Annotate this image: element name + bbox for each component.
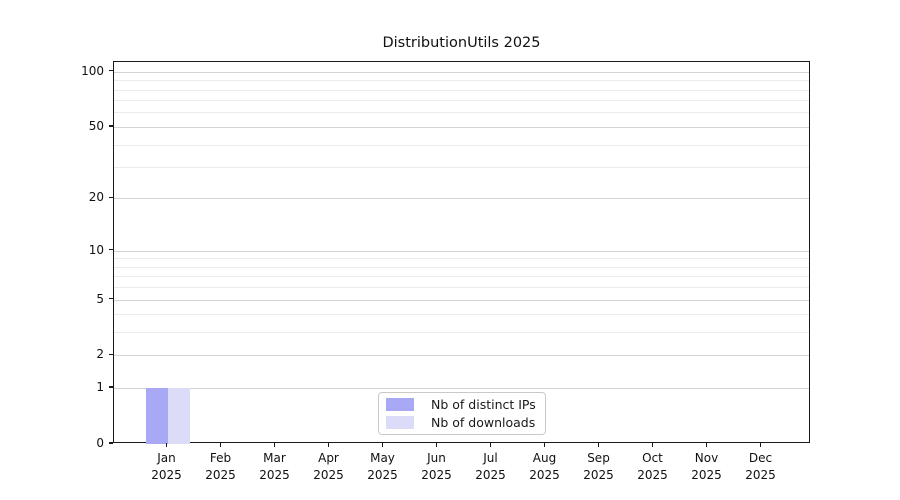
x-tick-year: 2025 (313, 467, 344, 482)
x-tick-month: May (370, 451, 395, 465)
legend-label-distinct-ips: Nb of distinct IPs (431, 397, 536, 413)
y-gridline-major (114, 388, 809, 390)
x-tick-month: Aug (532, 451, 557, 465)
x-tick-month: Sep (587, 451, 610, 465)
x-tick-label: Mar 2025 (247, 450, 303, 483)
x-tick-mark (165, 443, 168, 447)
y-tick-label: 2 (96, 347, 104, 362)
x-tick-year: 2025 (745, 467, 776, 482)
y-tick-label: 20 (88, 190, 104, 205)
y-tick-label: 5 (96, 291, 104, 306)
y-tick-mark (109, 248, 113, 251)
x-tick-label: May 2025 (355, 450, 411, 483)
y-tick-mark (109, 297, 113, 300)
x-tick-label: Sep 2025 (571, 450, 627, 483)
x-tick-year: 2025 (637, 467, 668, 482)
y-tick-label: 1 (96, 380, 104, 395)
y-gridline-minor (114, 144, 809, 146)
x-tick-month: Mar (263, 451, 286, 465)
x-tick-mark (597, 443, 600, 447)
y-gridline-minor (114, 276, 809, 278)
x-tick-label: Nov 2025 (679, 450, 735, 483)
x-tick-year: 2025 (529, 467, 560, 482)
x-tick-mark (219, 443, 222, 447)
x-tick-mark (489, 443, 492, 447)
y-gridline-minor (114, 332, 809, 334)
x-tick-label: Aug 2025 (517, 450, 573, 483)
y-tick-label: 100 (81, 63, 104, 78)
x-tick-month: Nov (694, 451, 719, 465)
y-gridline-major (114, 126, 809, 128)
y-gridline-major (114, 299, 809, 301)
x-tick-year: 2025 (475, 467, 506, 482)
y-gridline-minor (114, 112, 809, 114)
y-tick-label: 0 (96, 436, 104, 450)
y-tick-label: 10 (88, 242, 104, 257)
x-tick-month: Apr (318, 451, 339, 465)
legend-entry-distinct-ips: Nb of distinct IPs (386, 397, 537, 412)
x-tick-mark (543, 443, 546, 447)
bar-distinct-ips (145, 388, 168, 444)
x-tick-mark (381, 443, 384, 447)
x-tick-year: 2025 (583, 467, 614, 482)
y-gridline-minor (114, 314, 809, 316)
bar-downloads (167, 388, 190, 444)
y-gridline-minor (114, 167, 809, 168)
x-tick-mark (651, 443, 654, 447)
legend-swatch-distinct-ips (386, 398, 414, 412)
x-tick-year: 2025 (367, 467, 398, 482)
x-tick-year: 2025 (421, 467, 452, 482)
y-tick-mark (109, 386, 113, 388)
x-tick-label: Feb 2025 (193, 450, 249, 483)
y-gridline-minor (114, 258, 809, 260)
y-tick-mark (109, 125, 113, 127)
x-tick-month: Jun (427, 451, 446, 465)
x-tick-year: 2025 (205, 467, 236, 482)
x-tick-month: Dec (748, 451, 773, 465)
x-tick-month: Feb (209, 451, 232, 465)
x-tick-mark (273, 443, 276, 447)
legend-label-downloads: Nb of downloads (431, 414, 536, 430)
y-gridline-major (114, 355, 809, 357)
x-tick-month: Jul (483, 451, 498, 465)
x-tick-year: 2025 (259, 467, 290, 482)
x-tick-month: Oct (642, 451, 663, 465)
y-gridline-minor (114, 89, 809, 91)
x-tick-label: Jun 2025 (409, 450, 465, 483)
y-tick-mark (109, 353, 113, 356)
y-gridline-minor (114, 287, 809, 289)
y-gridline-minor (114, 80, 809, 82)
x-tick-label: Dec 2025 (733, 450, 789, 483)
x-tick-label: Jul 2025 (463, 450, 519, 483)
y-gridline-major (114, 71, 809, 73)
x-tick-mark (705, 443, 708, 447)
x-tick-label: Apr 2025 (301, 450, 357, 483)
legend-entry-downloads: Nb of downloads (386, 415, 537, 430)
x-tick-year: 2025 (151, 467, 182, 482)
y-gridline-major (114, 250, 809, 252)
chart-title: DistributionUtils 2025 (382, 35, 541, 51)
x-tick-mark (327, 443, 330, 447)
plot-area (113, 61, 810, 444)
y-tick-label: 50 (88, 118, 104, 133)
y-tick-mark (109, 196, 113, 199)
y-gridline-minor (114, 266, 809, 268)
x-tick-mark (435, 443, 438, 447)
x-tick-label: Oct 2025 (625, 450, 681, 483)
x-tick-year: 2025 (691, 467, 722, 482)
y-gridline-minor (114, 100, 809, 102)
x-tick-month: Jan (157, 451, 176, 465)
x-tick-label: Jan 2025 (139, 450, 195, 483)
legend-swatch-downloads (386, 415, 414, 429)
y-gridline-major (114, 198, 809, 200)
legend: Nb of distinct IPs Nb of downloads (378, 392, 546, 435)
y-tick-mark (109, 442, 113, 444)
y-tick-mark (109, 70, 113, 72)
x-tick-mark (759, 443, 762, 447)
